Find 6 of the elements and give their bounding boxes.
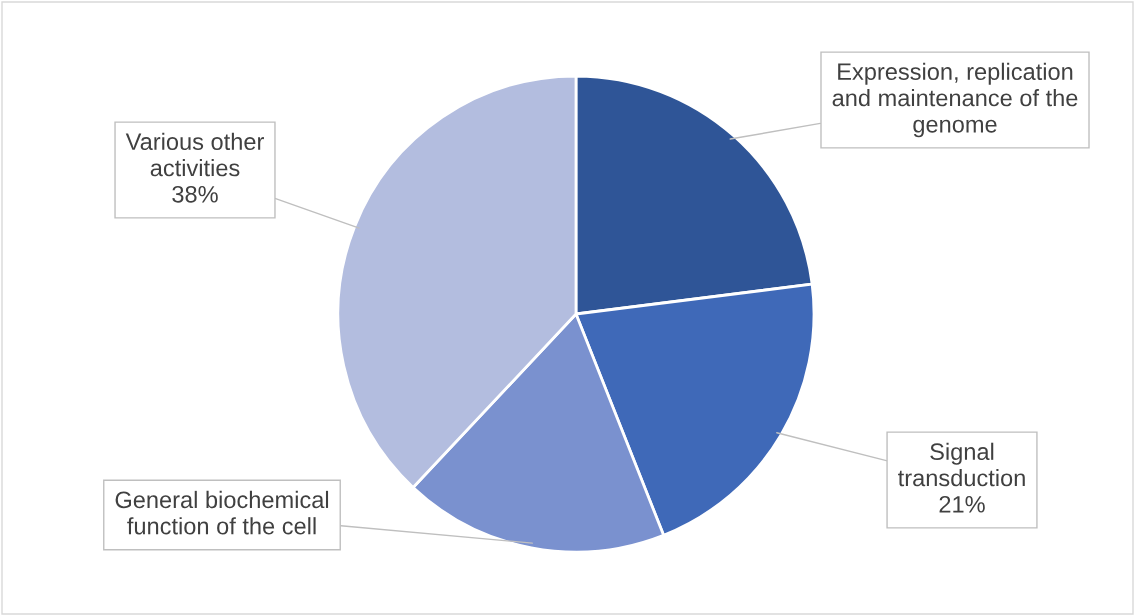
data-label: 38%	[172, 185, 218, 203]
slice-label: Expression, replication and maintenance of the genome	[832, 62, 1078, 138]
data-label: 21%	[939, 495, 985, 513]
slice-label: General biochemical function of the cell	[115, 490, 329, 535]
slice-label: Various other activities	[125, 132, 264, 177]
slice-label: Signal transduction	[898, 442, 1025, 487]
